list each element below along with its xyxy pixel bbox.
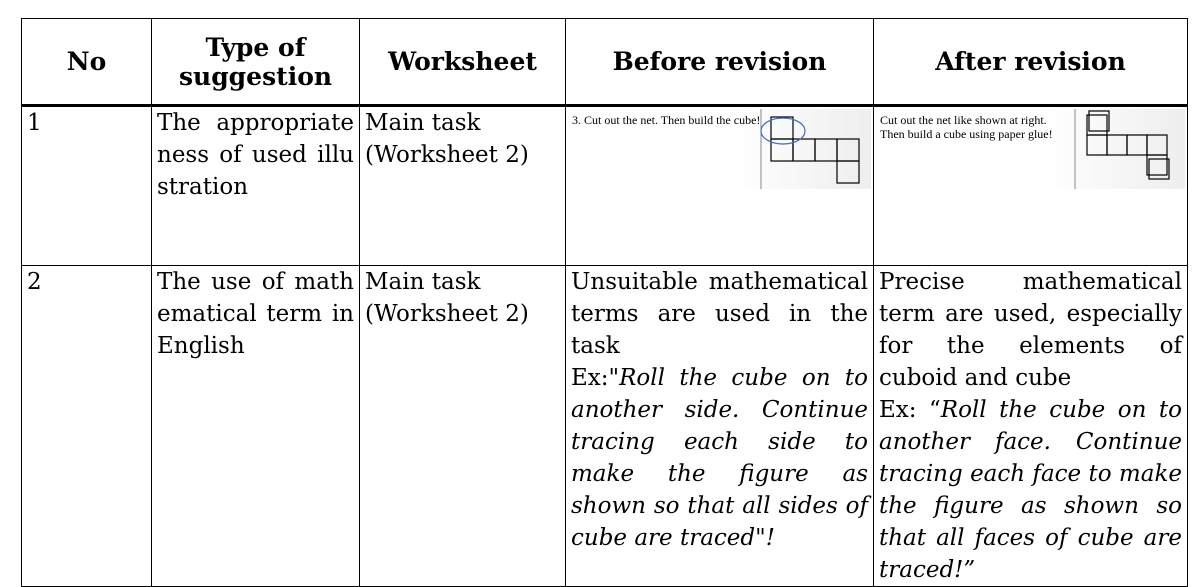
row: 2 The use of mathematical term in Englis… [21,265,1188,587]
header-cell: After revision [873,18,1188,107]
cell-before: Unsuitable mathematical terms are used i… [565,265,874,587]
example-prefix: Ex: “ [879,397,941,423]
cell-after: Cut out the net like shown at right. The… [873,105,1188,266]
example: Roll the cube on to another side. Contin… [571,365,868,551]
header-cell: Type of suggestion [151,18,360,107]
cube-net [760,109,860,189]
header-cell: No [21,18,152,107]
example: Roll the cube on to another face. Contin… [879,397,1182,583]
example-prefix: Ex:" [571,365,620,391]
cell-no: 2 [21,265,152,587]
header-cell: Worksheet [359,18,566,107]
header-row: No Type of suggestion Worksheet Before r… [21,18,1188,107]
row: 1 The appropriateness of used illustrati… [21,105,1188,266]
cell-worksheet: Main task (Worksheet 2) [359,265,566,587]
cell-type: The appropriateness of used illustration [151,105,360,266]
illustration-caption: 3. Cut out the net. Then build the cube! [572,113,761,127]
illustration: Cut out the net like shown at right. The… [876,109,1185,189]
header-cell: Before revision [565,18,874,107]
illustration: 3. Cut out the net. Then build the cube! [568,109,871,189]
note: Unsuitable mathematical terms are used i… [571,269,868,359]
note: Precise mathematical term are used, espe… [879,269,1182,391]
cell-before: 3. Cut out the net. Then build the cube! [565,105,874,266]
revision-table: No Type of suggestion Worksheet Before r… [21,18,1188,587]
cell-type: The use of mathematical term in English [151,265,360,587]
cube-net [1074,109,1170,189]
cell-worksheet: Main task (Worksheet 2) [359,105,566,266]
cell-no: 1 [21,105,152,266]
illustration-caption: Cut out the net like shown at right. The… [880,113,1053,141]
cell-after: Precise mathematical term are used, espe… [873,265,1188,587]
page: No Type of suggestion Worksheet Before r… [21,18,1188,587]
